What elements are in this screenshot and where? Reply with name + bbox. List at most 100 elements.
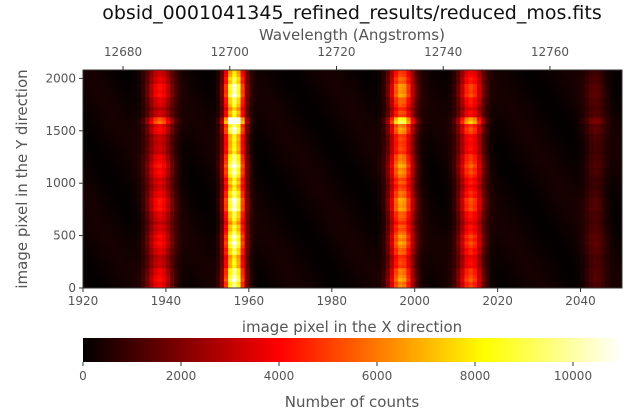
heatmap-cell-r38-c5 bbox=[103, 157, 109, 161]
heatmap-cell-r2-c36 bbox=[232, 277, 237, 282]
heatmap-cell-r29-c35 bbox=[228, 187, 233, 192]
heatmap-cell-r11-c18 bbox=[157, 247, 163, 252]
heatmap-cell-r37-c89 bbox=[452, 160, 457, 165]
heatmap-cell-r32-c69 bbox=[369, 177, 374, 182]
heatmap-cell-r37-c42 bbox=[257, 160, 262, 165]
heatmap-cell-r10-c9 bbox=[120, 251, 125, 255]
heatmap-cell-r17-c22 bbox=[174, 227, 179, 232]
heatmap-cell-r32-c99 bbox=[493, 177, 499, 182]
heatmap-cell-r6-c97 bbox=[485, 264, 490, 269]
heatmap-cell-r20-c4 bbox=[99, 217, 105, 222]
heatmap-cell-r23-c49 bbox=[286, 207, 291, 212]
heatmap-cell-r22-c88 bbox=[447, 210, 453, 215]
heatmap-cell-r7-c113 bbox=[551, 261, 557, 265]
heatmap-cell-r28-c102 bbox=[505, 190, 511, 195]
heatmap-cell-r0-c43 bbox=[261, 284, 266, 289]
heatmap-cell-r12-c30 bbox=[207, 244, 212, 249]
heatmap-cell-r8-c13 bbox=[136, 257, 142, 262]
heatmap-cell-r34-c24 bbox=[182, 170, 188, 175]
heatmap-cell-r30-c38 bbox=[240, 184, 246, 188]
heatmap-cell-r21-c85 bbox=[435, 214, 440, 218]
heatmap-cell-r6-c47 bbox=[277, 264, 283, 269]
heatmap-cell-r8-c89 bbox=[452, 257, 457, 262]
heatmap-cell-r35-c31 bbox=[211, 167, 217, 172]
heatmap-cell-r20-c124 bbox=[597, 217, 602, 222]
heatmap-cell-r31-c126 bbox=[605, 180, 610, 185]
heatmap-cell-r2-c59 bbox=[327, 277, 333, 282]
heatmap-cell-r34-c125 bbox=[601, 170, 606, 175]
heatmap-cell-r7-c24 bbox=[182, 261, 188, 265]
heatmap-cell-r19-c18 bbox=[157, 220, 163, 225]
heatmap-cell-r3-c40 bbox=[248, 274, 254, 279]
heatmap-cell-r34-c3 bbox=[95, 170, 100, 175]
heatmap-cell-r24-c58 bbox=[323, 204, 329, 208]
heatmap-cell-r36-c75 bbox=[393, 163, 399, 168]
heatmap-cell-r34-c129 bbox=[617, 170, 623, 175]
heatmap-cell-r21-c1 bbox=[87, 214, 92, 218]
heatmap-cell-r4-c117 bbox=[568, 271, 573, 275]
heatmap-cell-r31-c59 bbox=[327, 180, 333, 185]
heatmap-cell-r21-c5 bbox=[103, 214, 109, 218]
heatmap-cell-r6-c12 bbox=[132, 264, 138, 269]
heatmap-cell-r1-c92 bbox=[464, 281, 469, 286]
heatmap-cell-r26-c43 bbox=[261, 197, 266, 202]
heatmap-cell-r26-c122 bbox=[588, 197, 594, 202]
heatmap-cell-r3-c97 bbox=[485, 274, 490, 279]
heatmap-cell-r2-c103 bbox=[510, 277, 515, 282]
heatmap-cell-r27-c115 bbox=[559, 194, 565, 198]
heatmap-cell-r9-c80 bbox=[414, 254, 420, 259]
heatmap-cell-r31-c84 bbox=[431, 180, 436, 185]
heatmap-cell-r11-c36 bbox=[232, 247, 237, 252]
heatmap-cell-r15-c31 bbox=[211, 234, 217, 239]
heatmap-cell-r35-c68 bbox=[364, 167, 370, 172]
heatmap-cell-r19-c22 bbox=[174, 220, 179, 225]
heatmap-cell-r9-c123 bbox=[592, 254, 598, 259]
heatmap-cell-r25-c79 bbox=[410, 200, 416, 205]
heatmap-cell-r27-c82 bbox=[422, 194, 428, 198]
heatmap-cell-r2-c74 bbox=[389, 277, 395, 282]
heatmap-cell-r18-c24 bbox=[182, 224, 188, 229]
heatmap-cell-r21-c104 bbox=[514, 214, 519, 218]
heatmap-cell-r3-c61 bbox=[335, 274, 341, 279]
heatmap-cell-r36-c66 bbox=[356, 163, 362, 168]
heatmap-cell-r12-c62 bbox=[340, 244, 345, 249]
heatmap-cell-r23-c75 bbox=[393, 207, 399, 212]
heatmap-cell-r7-c2 bbox=[91, 261, 96, 265]
heatmap-cell-r32-c66 bbox=[356, 177, 362, 182]
heatmap-cell-r5-c27 bbox=[194, 267, 200, 272]
heatmap-cell-r32-c107 bbox=[526, 177, 532, 182]
heatmap-cell-r3-c67 bbox=[360, 274, 366, 279]
heatmap-cell-r33-c58 bbox=[323, 173, 329, 178]
heatmap-cell-r34-c102 bbox=[505, 170, 511, 175]
heatmap-cell-r7-c120 bbox=[580, 261, 586, 265]
heatmap-cell-r28-c83 bbox=[427, 190, 432, 195]
heatmap-cell-r3-c76 bbox=[398, 274, 403, 279]
heatmap-cell-r6-c107 bbox=[526, 264, 532, 269]
heatmap-cell-r31-c64 bbox=[348, 180, 353, 185]
heatmap-cell-r24-c127 bbox=[609, 204, 615, 208]
heatmap-cell-r27-c11 bbox=[128, 194, 134, 198]
heatmap-cell-r23-c65 bbox=[352, 207, 358, 212]
heatmap-cell-r13-c43 bbox=[261, 241, 266, 245]
heatmap-cell-r24-c12 bbox=[132, 204, 138, 208]
heatmap-cell-r7-c81 bbox=[418, 261, 424, 265]
heatmap-cell-r13-c81 bbox=[418, 241, 424, 245]
heatmap-cell-r30-c49 bbox=[286, 184, 291, 188]
heatmap-cell-r36-c18 bbox=[157, 163, 163, 168]
heatmap-cell-r17-c28 bbox=[199, 227, 204, 232]
heatmap-cell-r18-c88 bbox=[447, 224, 453, 229]
heatmap-cell-r3-c22 bbox=[174, 274, 179, 279]
heatmap-cell-r11-c20 bbox=[165, 247, 171, 252]
heatmap-cell-r15-c23 bbox=[178, 234, 183, 239]
heatmap-cell-r0-c15 bbox=[145, 284, 150, 289]
heatmap-cell-r36-c61 bbox=[335, 163, 341, 168]
heatmap-cell-r20-c107 bbox=[526, 217, 532, 222]
heatmap-cell-r5-c73 bbox=[385, 267, 391, 272]
heatmap-cell-r26-c60 bbox=[331, 197, 337, 202]
heatmap-cell-r5-c80 bbox=[414, 267, 420, 272]
heatmap-cell-r24-c30 bbox=[207, 204, 212, 208]
heatmap-cell-r12-c82 bbox=[422, 244, 428, 249]
heatmap-cell-r17-c83 bbox=[427, 227, 432, 232]
heatmap-cell-r22-c74 bbox=[389, 210, 395, 215]
heatmap-cell-r1-c129 bbox=[617, 281, 623, 286]
